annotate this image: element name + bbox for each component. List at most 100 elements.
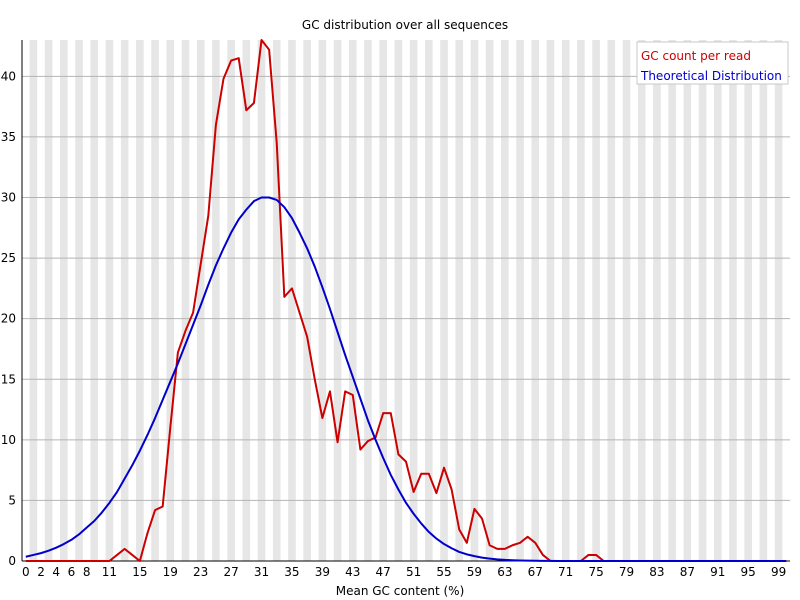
y-tick-label: 15 <box>1 372 16 386</box>
stripe <box>546 40 555 561</box>
x-tick-label: 31 <box>254 565 269 579</box>
y-tick-label: 25 <box>1 251 16 265</box>
stripe <box>501 40 509 561</box>
x-tick-label: 47 <box>376 565 391 579</box>
stripe <box>668 40 676 561</box>
legend-item-gc-count: GC count per read <box>641 49 751 63</box>
plot-stripes <box>29 40 783 561</box>
stripe <box>288 40 296 561</box>
x-tick-label: 91 <box>710 565 725 579</box>
stripe <box>151 40 159 561</box>
stripe <box>485 40 494 561</box>
x-tick-label: 23 <box>193 565 208 579</box>
legend-box <box>636 41 789 85</box>
horizontal-gridlines <box>22 75 790 501</box>
stripe <box>166 40 175 561</box>
x-tick-label: 35 <box>284 565 299 579</box>
x-tick-label: 19 <box>163 565 178 579</box>
stripe <box>592 40 600 561</box>
x-tick-label: 6 <box>68 565 76 579</box>
stripe <box>425 40 433 561</box>
stripe <box>683 40 692 561</box>
stripe <box>409 40 418 561</box>
y-tick-label: 5 <box>8 493 16 507</box>
stripe <box>212 40 220 561</box>
stripe <box>272 40 281 561</box>
stripe <box>44 40 53 561</box>
stripe <box>348 40 357 561</box>
stripe <box>698 40 707 561</box>
x-tick-label: 11 <box>102 565 117 579</box>
y-tick-label: 20 <box>1 312 16 326</box>
stripe <box>470 40 479 561</box>
stripe <box>455 40 464 561</box>
stripe <box>105 40 114 561</box>
x-tick-label: 8 <box>83 565 91 579</box>
stripe <box>242 40 251 561</box>
x-tick-label: 39 <box>315 565 330 579</box>
x-tick-label: 55 <box>436 565 451 579</box>
legend-item-theoretical: Theoretical Distribution <box>640 69 782 83</box>
stripe <box>181 40 190 561</box>
stripe <box>90 40 99 561</box>
x-tick-label: 0 <box>22 565 30 579</box>
x-tick-label: 4 <box>52 565 60 579</box>
stripe <box>561 40 570 561</box>
stripe <box>607 40 616 561</box>
x-tick-label: 99 <box>771 565 786 579</box>
stripe <box>303 40 311 561</box>
stripe <box>75 40 83 561</box>
x-tick-label: 95 <box>741 565 756 579</box>
y-tick-label: 0 <box>8 554 16 568</box>
y-tick-label: 30 <box>1 191 16 205</box>
stripe <box>774 40 783 561</box>
stripe <box>394 40 403 561</box>
x-tick-label: 27 <box>223 565 238 579</box>
stripe <box>440 40 448 561</box>
stripe <box>729 40 737 561</box>
x-tick-label: 87 <box>680 565 695 579</box>
x-tick-label: 75 <box>588 565 603 579</box>
stripe <box>744 40 752 561</box>
stripe <box>364 40 372 561</box>
y-tick-label: 35 <box>1 130 16 144</box>
chart-title: GC distribution over all sequences <box>302 18 508 32</box>
stripe <box>516 40 524 561</box>
stripe <box>622 40 631 561</box>
stripe <box>29 40 38 561</box>
stripe <box>196 40 205 561</box>
series-lines <box>25 39 787 562</box>
legend: GC count per read Theoretical Distributi… <box>636 41 789 85</box>
x-tick-label: 71 <box>558 565 573 579</box>
stripe <box>531 40 540 561</box>
stripe <box>577 40 585 561</box>
stripe <box>713 40 722 561</box>
x-tick-label: 83 <box>649 565 664 579</box>
stripe <box>60 40 68 561</box>
stripe <box>318 40 327 561</box>
stripe <box>759 40 768 561</box>
x-tick-label: 63 <box>497 565 512 579</box>
y-tick-labels: 0 5 10 15 20 25 30 35 40 <box>1 69 16 568</box>
x-tick-labels: 0 2 4 6 8 11 15 19 23 27 31 35 39 43 47 51 55 59 63 67 71 75 7… <box>22 565 786 579</box>
stripe <box>136 40 144 561</box>
stripe <box>257 40 266 561</box>
y-tick-label: 40 <box>1 69 16 83</box>
x-axis-label: Mean GC content (%) <box>336 584 465 598</box>
x-tick-label: 59 <box>467 565 482 579</box>
stripe <box>637 40 646 561</box>
x-tick-label: 51 <box>406 565 421 579</box>
stripe <box>653 40 661 561</box>
series-line-theoretical <box>25 196 787 562</box>
x-tick-label: 2 <box>37 565 45 579</box>
stripe <box>379 40 387 561</box>
x-tick-label: 15 <box>132 565 147 579</box>
stripe <box>227 40 235 561</box>
y-tick-label: 10 <box>1 433 16 447</box>
x-tick-label: 67 <box>528 565 543 579</box>
stripe <box>333 40 342 561</box>
stripe <box>120 40 129 561</box>
x-tick-label: 43 <box>345 565 360 579</box>
x-tick-label: 79 <box>619 565 634 579</box>
